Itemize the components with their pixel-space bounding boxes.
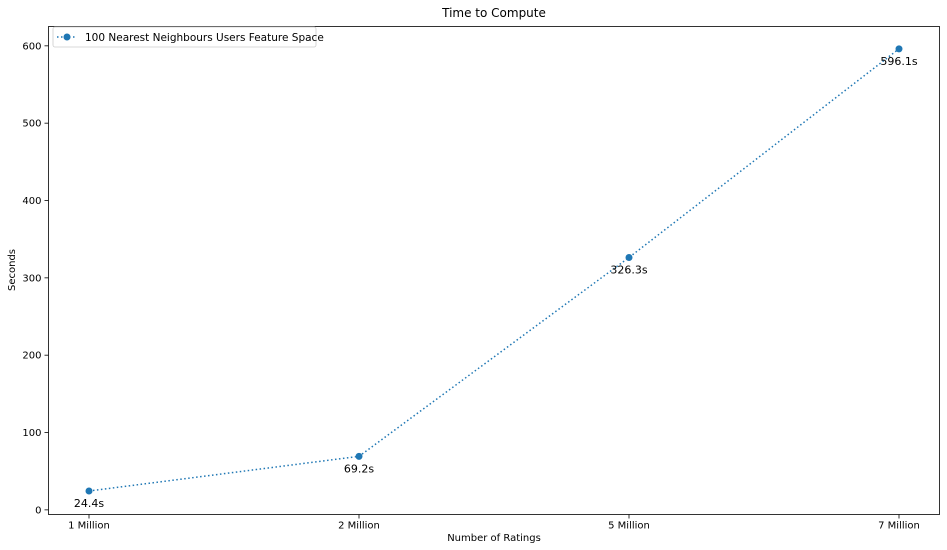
data-point — [85, 487, 93, 495]
y-tick-label: 200 — [22, 351, 41, 362]
x-axis-label: Number of Ratings — [447, 533, 541, 544]
y-tick-label: 300 — [22, 273, 41, 284]
y-tick-label: 400 — [22, 196, 41, 207]
data-point — [625, 254, 633, 262]
y-tick-label: 500 — [22, 119, 41, 130]
y-tick-label: 100 — [22, 428, 41, 439]
legend-marker — [63, 33, 71, 41]
legend: 100 Nearest Neighbours Users Feature Spa… — [52, 26, 324, 48]
data-point — [895, 45, 903, 53]
plot-area-frame — [48, 26, 940, 515]
y-tick-label: 600 — [22, 41, 41, 52]
x-tick-label: 2 Million — [338, 521, 380, 532]
y-axis-label: Seconds — [7, 249, 18, 291]
data-label: 596.1s — [880, 55, 917, 68]
legend-box — [52, 26, 317, 48]
data-label: 326.3s — [610, 264, 647, 277]
data-label: 69.2s — [344, 462, 374, 475]
x-axis: 1 Million 2 Million 5 Million 7 Million — [68, 514, 920, 532]
series-line — [88, 48, 900, 492]
legend-entry-label: 100 Nearest Neighbours Users Feature Spa… — [85, 32, 324, 44]
data-label: 24.4s — [74, 497, 104, 510]
data-point — [355, 452, 363, 460]
chart-title: Time to Compute — [441, 6, 546, 20]
data-labels: 24.4s 69.2s 326.3s 596.1s — [74, 55, 918, 510]
x-tick-label: 5 Million — [608, 521, 650, 532]
x-tick-label: 1 Million — [68, 521, 110, 532]
y-tick-label: 0 — [35, 505, 41, 516]
y-axis: 0 100 200 300 400 500 600 — [22, 41, 49, 516]
data-points — [85, 45, 903, 495]
x-tick-label: 7 Million — [878, 521, 920, 532]
